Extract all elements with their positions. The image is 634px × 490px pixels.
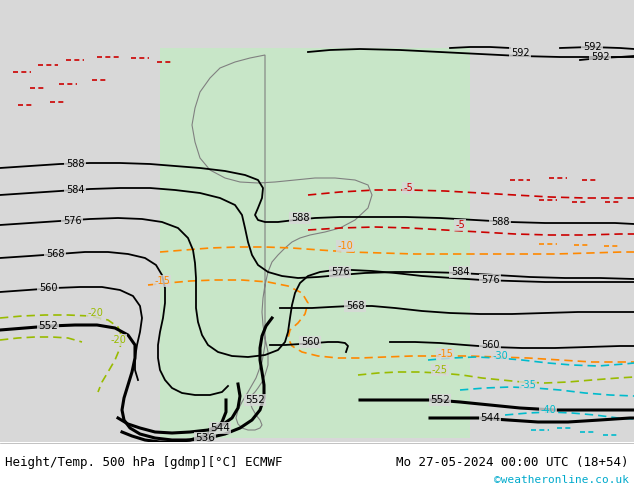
- Text: 592: 592: [591, 52, 609, 62]
- Text: 560: 560: [481, 340, 499, 350]
- Text: 588: 588: [491, 217, 509, 227]
- Text: -40: -40: [540, 405, 556, 415]
- Text: 568: 568: [346, 301, 365, 311]
- Text: 552: 552: [245, 395, 265, 405]
- Text: 576: 576: [331, 267, 349, 277]
- Text: Height/Temp. 500 hPa [gdmp][°C] ECMWF: Height/Temp. 500 hPa [gdmp][°C] ECMWF: [5, 456, 283, 468]
- Bar: [160, 48, 470, 438]
- Text: 536: 536: [195, 433, 215, 443]
- Text: 588: 588: [66, 159, 84, 169]
- Text: -25: -25: [432, 365, 448, 375]
- Text: -10: -10: [337, 241, 353, 251]
- Text: -15: -15: [437, 349, 453, 359]
- Text: 568: 568: [46, 249, 64, 259]
- Text: 528: 528: [185, 445, 205, 455]
- Text: 588: 588: [291, 213, 309, 223]
- Bar: [0, 442, 634, 490]
- Text: 560: 560: [301, 337, 320, 347]
- Text: 576: 576: [481, 275, 500, 285]
- Text: -15: -15: [154, 276, 170, 286]
- Polygon shape: [192, 55, 372, 430]
- Text: -30: -30: [492, 351, 508, 361]
- Text: 584: 584: [66, 185, 84, 195]
- Text: -5: -5: [455, 220, 465, 230]
- Text: -20: -20: [110, 335, 126, 345]
- Text: -20: -20: [87, 308, 103, 318]
- Text: 576: 576: [63, 216, 81, 226]
- Text: 544: 544: [210, 423, 230, 433]
- Text: 592: 592: [583, 42, 601, 52]
- Text: 560: 560: [39, 283, 57, 293]
- Text: 544: 544: [480, 413, 500, 423]
- Text: 552: 552: [430, 395, 450, 405]
- Text: -35: -35: [520, 380, 536, 390]
- Text: 584: 584: [451, 267, 469, 277]
- Text: ©weatheronline.co.uk: ©weatheronline.co.uk: [494, 475, 629, 485]
- Text: 592: 592: [511, 48, 529, 58]
- Text: -5: -5: [403, 183, 413, 193]
- Text: 552: 552: [38, 321, 58, 331]
- Text: Mo 27-05-2024 00:00 UTC (18+54): Mo 27-05-2024 00:00 UTC (18+54): [396, 456, 629, 468]
